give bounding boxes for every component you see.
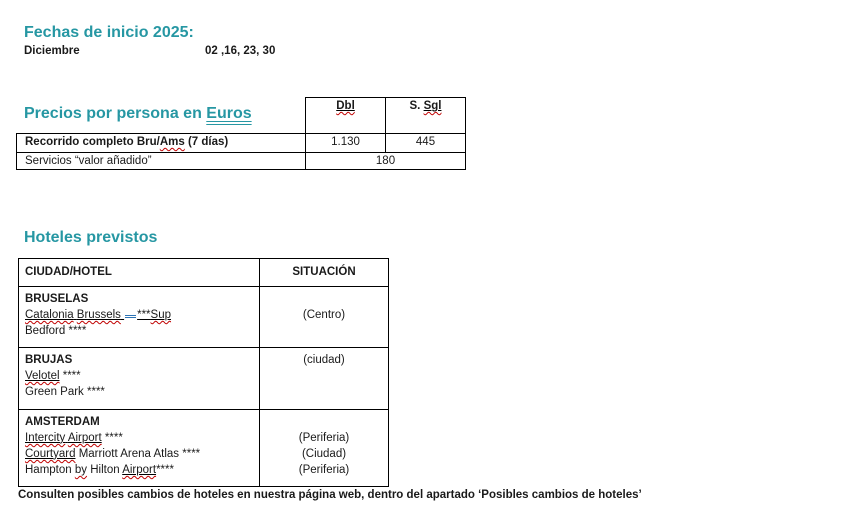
hotel-situation-cell-bruselas: (Centro) — [259, 286, 389, 348]
footer-note: Consulten posibles cambios de hoteles en… — [18, 489, 642, 501]
table-row: BRUSELAS Catalonia Brussels ***Sup Bedfo… — [18, 286, 389, 348]
price-row-services-label: Servicios “valor añadido” — [16, 152, 306, 170]
price-column-sgl: S. Sgl — [385, 97, 466, 134]
hotel-line: Velotel **** — [25, 370, 81, 382]
hotel-line: Hampton by Hilton Airport**** — [25, 464, 174, 476]
hotel-line: BRUSELAS — [25, 293, 89, 305]
hotel-city-cell-amsterdam: AMSTERDAM Intercity Airport **** Courtya… — [18, 409, 260, 487]
situation-line: (ciudad) — [303, 354, 345, 366]
hotels-table: CIUDAD/HOTEL SITUACIÓN BRUSELAS Cataloni… — [18, 258, 389, 487]
situation-line — [266, 384, 382, 400]
hotel-line: Green Park **** — [25, 386, 105, 398]
hotel-situation-cell-brujas: (ciudad) — [259, 347, 389, 410]
table-row: BRUJAS Velotel **** Green Park **** (ciu… — [18, 347, 389, 410]
fechas-title: Fechas de inicio 2025: — [24, 24, 194, 41]
hotel-line: Bedford **** — [25, 325, 87, 337]
situation-line — [266, 414, 382, 430]
situation-line: (Periferia) — [298, 464, 350, 476]
hotel-line: BRUJAS — [25, 354, 73, 366]
prices-header-spacer — [17, 98, 306, 134]
situation-line: (Ciudad) — [301, 448, 347, 460]
hotels-header-city: CIUDAD/HOTEL — [18, 258, 260, 287]
precios-title-text: Precios por persona en — [24, 105, 207, 122]
situation-line: (Centro) — [302, 309, 346, 321]
hotel-line: Catalonia Brussels ***Sup — [25, 309, 172, 321]
month-label: Diciembre — [24, 45, 80, 57]
price-column-dbl: Dbl — [305, 97, 386, 134]
situation-line — [266, 323, 382, 339]
hotel-city-cell-bruselas: BRUSELAS Catalonia Brussels ***Sup Bedfo… — [18, 286, 260, 348]
precios-title: Precios por persona en Euros — [24, 104, 252, 123]
hotel-line: AMSTERDAM — [25, 416, 100, 428]
hotel-situation-cell-amsterdam: (Periferia) (Ciudad) (Periferia) — [259, 409, 389, 487]
table-row: AMSTERDAM Intercity Airport **** Courtya… — [18, 409, 389, 487]
hotel-city-cell-brujas: BRUJAS Velotel **** Green Park **** — [18, 347, 260, 410]
price-row-full-tour-label: Recorrido completo Bru/Ams (7 días) — [16, 133, 306, 153]
price-full-tour-dbl: 1.130 — [305, 133, 386, 153]
price-full-tour-sgl: 445 — [385, 133, 466, 153]
dates-value: 02 ,16, 23, 30 — [205, 45, 276, 57]
hotels-header-situacion: SITUACIÓN — [259, 258, 389, 287]
grammar-check-mark-icon — [125, 309, 137, 318]
prices-table: Dbl S. Sgl Recorrido completo Bru/Ams (7… — [16, 97, 466, 170]
precios-title-euros: Euros — [206, 105, 252, 122]
price-services-value: 180 — [305, 152, 466, 170]
hotel-line: Courtyard Marriott Arena Atlas **** — [25, 448, 201, 460]
hotel-line: Intercity Airport **** — [25, 432, 123, 444]
situation-line: (Periferia) — [298, 432, 350, 444]
hoteles-title: Hoteles previstos — [24, 229, 158, 246]
situation-line — [266, 368, 382, 384]
situation-line — [266, 291, 382, 307]
